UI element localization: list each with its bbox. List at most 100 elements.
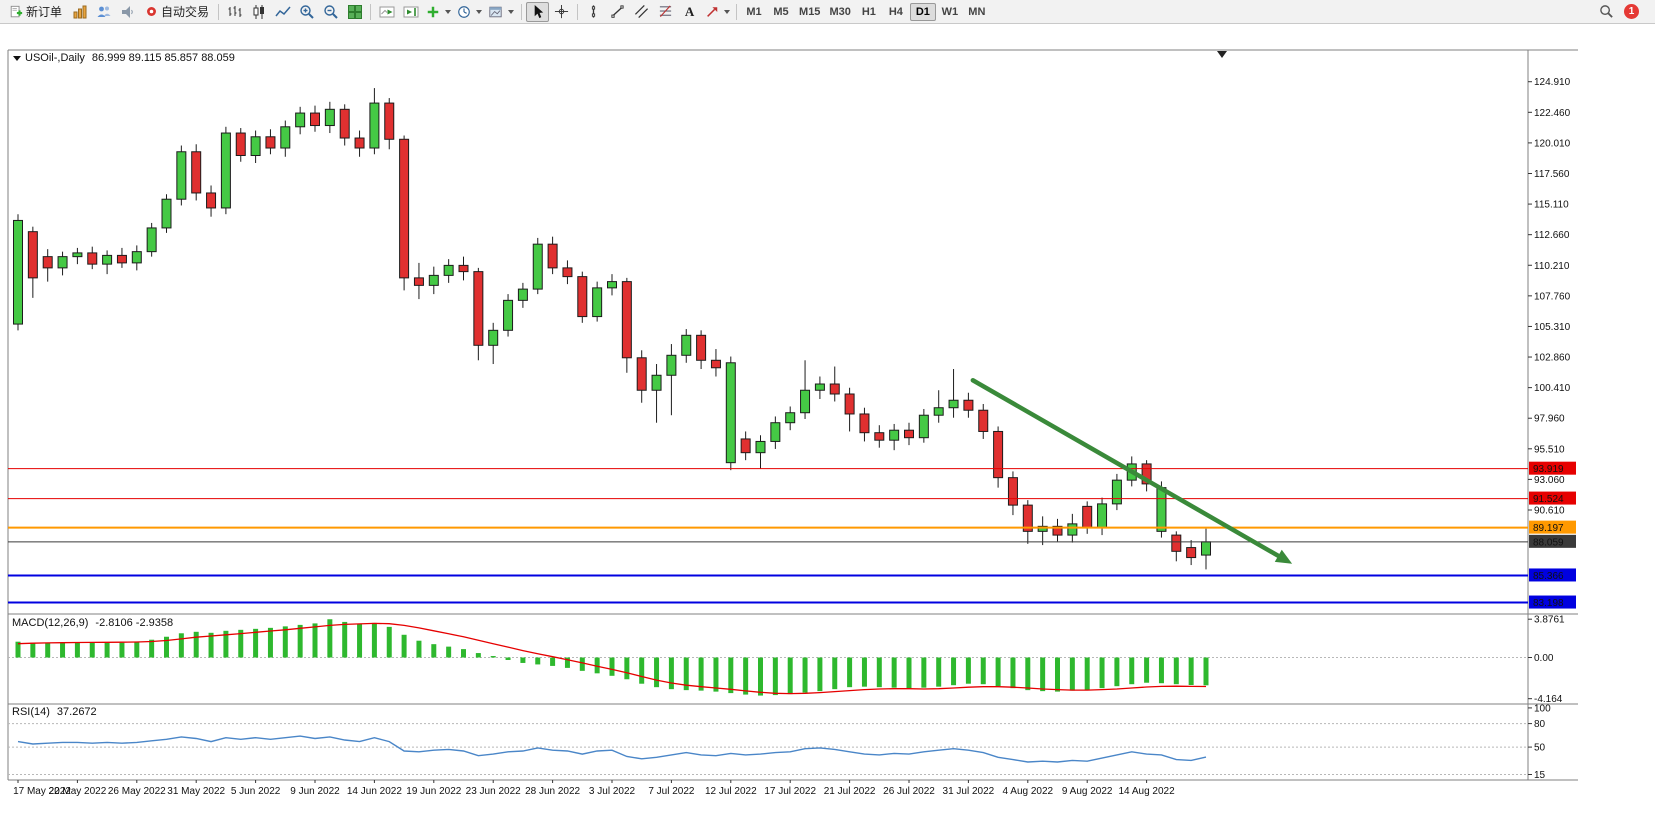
zoom-in-button[interactable] — [295, 2, 318, 22]
bar-chart-icon — [228, 5, 242, 17]
text-tool-label: A — [684, 3, 695, 19]
auto-trading-icon — [147, 7, 156, 16]
svg-text:28 Jun 2022: 28 Jun 2022 — [525, 786, 580, 797]
vertical-line-tool-button[interactable] — [582, 2, 605, 22]
toolbar-separator — [521, 3, 523, 20]
svg-text:14 Jun 2022: 14 Jun 2022 — [347, 786, 402, 797]
svg-text:26 May 2022: 26 May 2022 — [108, 786, 166, 797]
profiles-icon — [73, 5, 87, 18]
svg-text:0.00: 0.00 — [1534, 653, 1554, 664]
svg-text:7 Jul 2022: 7 Jul 2022 — [648, 786, 695, 797]
bar-chart-button[interactable] — [223, 2, 246, 22]
new-order-label: 新订单 — [26, 5, 63, 19]
timeframe-mn[interactable]: MN — [964, 3, 990, 21]
svg-text:110.210: 110.210 — [1534, 261, 1570, 272]
svg-text:102.860: 102.860 — [1534, 353, 1571, 364]
svg-text:112.660: 112.660 — [1534, 230, 1570, 241]
chart-shift-button[interactable] — [399, 2, 422, 22]
add-indicator-icon — [427, 6, 438, 17]
timeframe-h4[interactable]: H4 — [883, 3, 909, 21]
timeframe-m30[interactable]: M30 — [825, 3, 854, 21]
svg-text:93.919: 93.919 — [1533, 464, 1564, 475]
timeframe-m1[interactable]: M1 — [741, 3, 767, 21]
timeframe-m15[interactable]: M15 — [795, 3, 824, 21]
auto-scroll-button[interactable] — [375, 2, 398, 22]
svg-text:19 Jun 2022: 19 Jun 2022 — [406, 786, 461, 797]
svg-text:14 Aug 2022: 14 Aug 2022 — [1119, 786, 1176, 797]
search-button[interactable] — [1595, 2, 1618, 22]
svg-text:95.510: 95.510 — [1534, 444, 1565, 455]
toolbar-separator — [370, 3, 372, 20]
svg-text:105.310: 105.310 — [1534, 322, 1571, 333]
timeframe-h1[interactable]: H1 — [856, 3, 882, 21]
svg-text:12 Jul 2022: 12 Jul 2022 — [705, 786, 757, 797]
trendline-icon — [611, 5, 624, 18]
toolbar-separator — [736, 3, 738, 20]
trendline-tool-button[interactable] — [606, 2, 629, 22]
toolbar-separator — [218, 3, 220, 20]
arrow-shapes-icon — [706, 6, 717, 17]
chart-canvas[interactable]: 124.910 122.460 120.010 117.560 115.110 112.6… — [0, 24, 1655, 819]
svg-text:21 Jul 2022: 21 Jul 2022 — [824, 786, 876, 797]
toolbar-separator — [577, 3, 579, 20]
arrows-tool-button[interactable] — [702, 2, 732, 22]
chevron-down-icon — [475, 9, 482, 14]
svg-text:17 May 2022: 17 May 2022 — [13, 786, 71, 797]
svg-text:23 Jun 2022: 23 Jun 2022 — [466, 786, 521, 797]
cursor-button[interactable] — [526, 1, 550, 22]
svg-text:31 May 2022: 31 May 2022 — [167, 786, 225, 797]
svg-text:5 Jun 2022: 5 Jun 2022 — [231, 786, 281, 797]
new-order-icon — [10, 5, 23, 17]
svg-text:85.366: 85.366 — [1533, 571, 1564, 582]
zoom-out-icon — [323, 4, 338, 19]
svg-text:83.198: 83.198 — [1533, 598, 1564, 609]
candlestick-button[interactable] — [247, 2, 270, 22]
profiles-button[interactable] — [68, 2, 91, 22]
text-tool-button[interactable]: A — [678, 2, 701, 22]
chevron-down-icon — [723, 9, 730, 14]
zoom-in-icon — [299, 4, 314, 19]
svg-text:107.760: 107.760 — [1534, 291, 1571, 302]
svg-text:122.460: 122.460 — [1534, 108, 1571, 119]
svg-text:15: 15 — [1534, 770, 1546, 781]
add-indicator-button[interactable] — [423, 2, 453, 22]
svg-text:100: 100 — [1534, 703, 1551, 714]
speaker-icon — [121, 5, 133, 18]
svg-text:89.197: 89.197 — [1533, 523, 1564, 534]
svg-text:50: 50 — [1534, 743, 1546, 754]
accounts-icon — [97, 6, 111, 17]
template-icon — [489, 6, 502, 17]
zoom-out-button[interactable] — [319, 2, 342, 22]
crosshair-icon — [554, 4, 569, 19]
accounts-button[interactable] — [92, 2, 115, 22]
templates-button[interactable] — [485, 2, 517, 22]
svg-text:17 Jul 2022: 17 Jul 2022 — [764, 786, 816, 797]
svg-text:9 Aug 2022: 9 Aug 2022 — [1062, 786, 1113, 797]
timeframe-d1[interactable]: D1 — [909, 2, 936, 21]
chevron-down-icon — [444, 9, 451, 14]
svg-text:80: 80 — [1534, 719, 1546, 730]
timeframe-m5[interactable]: M5 — [768, 3, 794, 21]
line-chart-button[interactable] — [271, 2, 294, 22]
svg-text:97.960: 97.960 — [1534, 414, 1565, 425]
svg-text:124.910: 124.910 — [1534, 77, 1571, 88]
timeframe-w1[interactable]: W1 — [937, 3, 963, 21]
channel-tool-button[interactable] — [630, 2, 653, 22]
periods-button[interactable] — [454, 2, 484, 22]
crosshair-button[interactable] — [550, 2, 573, 22]
svg-text:90.610: 90.610 — [1534, 505, 1565, 516]
svg-text:31 Jul 2022: 31 Jul 2022 — [943, 786, 995, 797]
fibonacci-tool-button[interactable] — [654, 2, 677, 22]
candlestick-icon — [253, 4, 264, 19]
svg-text:3 Jul 2022: 3 Jul 2022 — [589, 786, 636, 797]
toolbar: 新订单 自动交易 — [0, 0, 1655, 24]
svg-text:115.110: 115.110 — [1534, 200, 1569, 211]
alerts-button[interactable] — [116, 2, 139, 22]
auto-trading-button[interactable]: 自动交易 — [140, 2, 214, 22]
notification-badge[interactable]: 1 — [1624, 4, 1639, 19]
tile-windows-button[interactable] — [343, 2, 366, 22]
svg-text:26 Jul 2022: 26 Jul 2022 — [883, 786, 935, 797]
chevron-down-icon — [508, 9, 515, 14]
new-order-button[interactable]: 新订单 — [4, 2, 67, 22]
clock-icon — [457, 5, 470, 18]
